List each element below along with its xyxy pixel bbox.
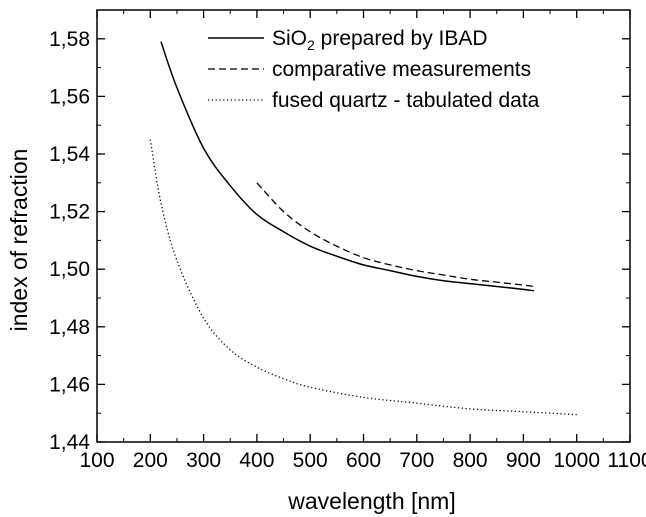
x-tick-label: 100 <box>79 449 114 472</box>
y-tick-label: 1,54 <box>49 143 90 166</box>
x-axis-title: wavelength [nm] <box>287 488 455 514</box>
legend-label: comparative measurements <box>272 58 531 81</box>
y-tick-label: 1,58 <box>49 28 90 51</box>
x-tick-label: 1000 <box>553 449 600 472</box>
y-tick-label: 1,50 <box>49 258 90 281</box>
series-line-dotted <box>149 139 577 416</box>
x-tick-label: 300 <box>186 449 221 472</box>
legend-label: fused quartz - tabulated data <box>272 89 540 112</box>
x-tick-label: 800 <box>453 449 488 472</box>
y-tick-label: 1,44 <box>49 431 90 454</box>
x-tick-label: 200 <box>133 449 168 472</box>
legend-label: SiO2 prepared by IBAD <box>272 27 488 53</box>
x-tick-label: 1100 <box>607 449 646 472</box>
y-tick-label: 1,52 <box>49 201 90 224</box>
x-tick-label: 400 <box>239 449 274 472</box>
series-layer <box>149 41 577 416</box>
series-line-solid <box>160 41 535 292</box>
y-tick-label: 1,46 <box>49 373 90 396</box>
axes-layer: 100 200 300 400 500 600 700 800 900 1000 1100 1,44 1… <box>49 9 646 472</box>
x-tick-label: 700 <box>399 449 434 472</box>
x-tick-label: 900 <box>506 449 541 472</box>
y-tick-label: 1,56 <box>49 85 90 108</box>
y-axis-title: index of refraction <box>6 149 32 332</box>
x-tick-label: 600 <box>346 449 381 472</box>
series-line-dashed <box>256 182 535 288</box>
x-tick-label: 500 <box>293 449 328 472</box>
legend: SiO2 prepared by IBAD comparative measure… <box>208 27 540 112</box>
y-tick-label: 1,48 <box>49 316 90 339</box>
